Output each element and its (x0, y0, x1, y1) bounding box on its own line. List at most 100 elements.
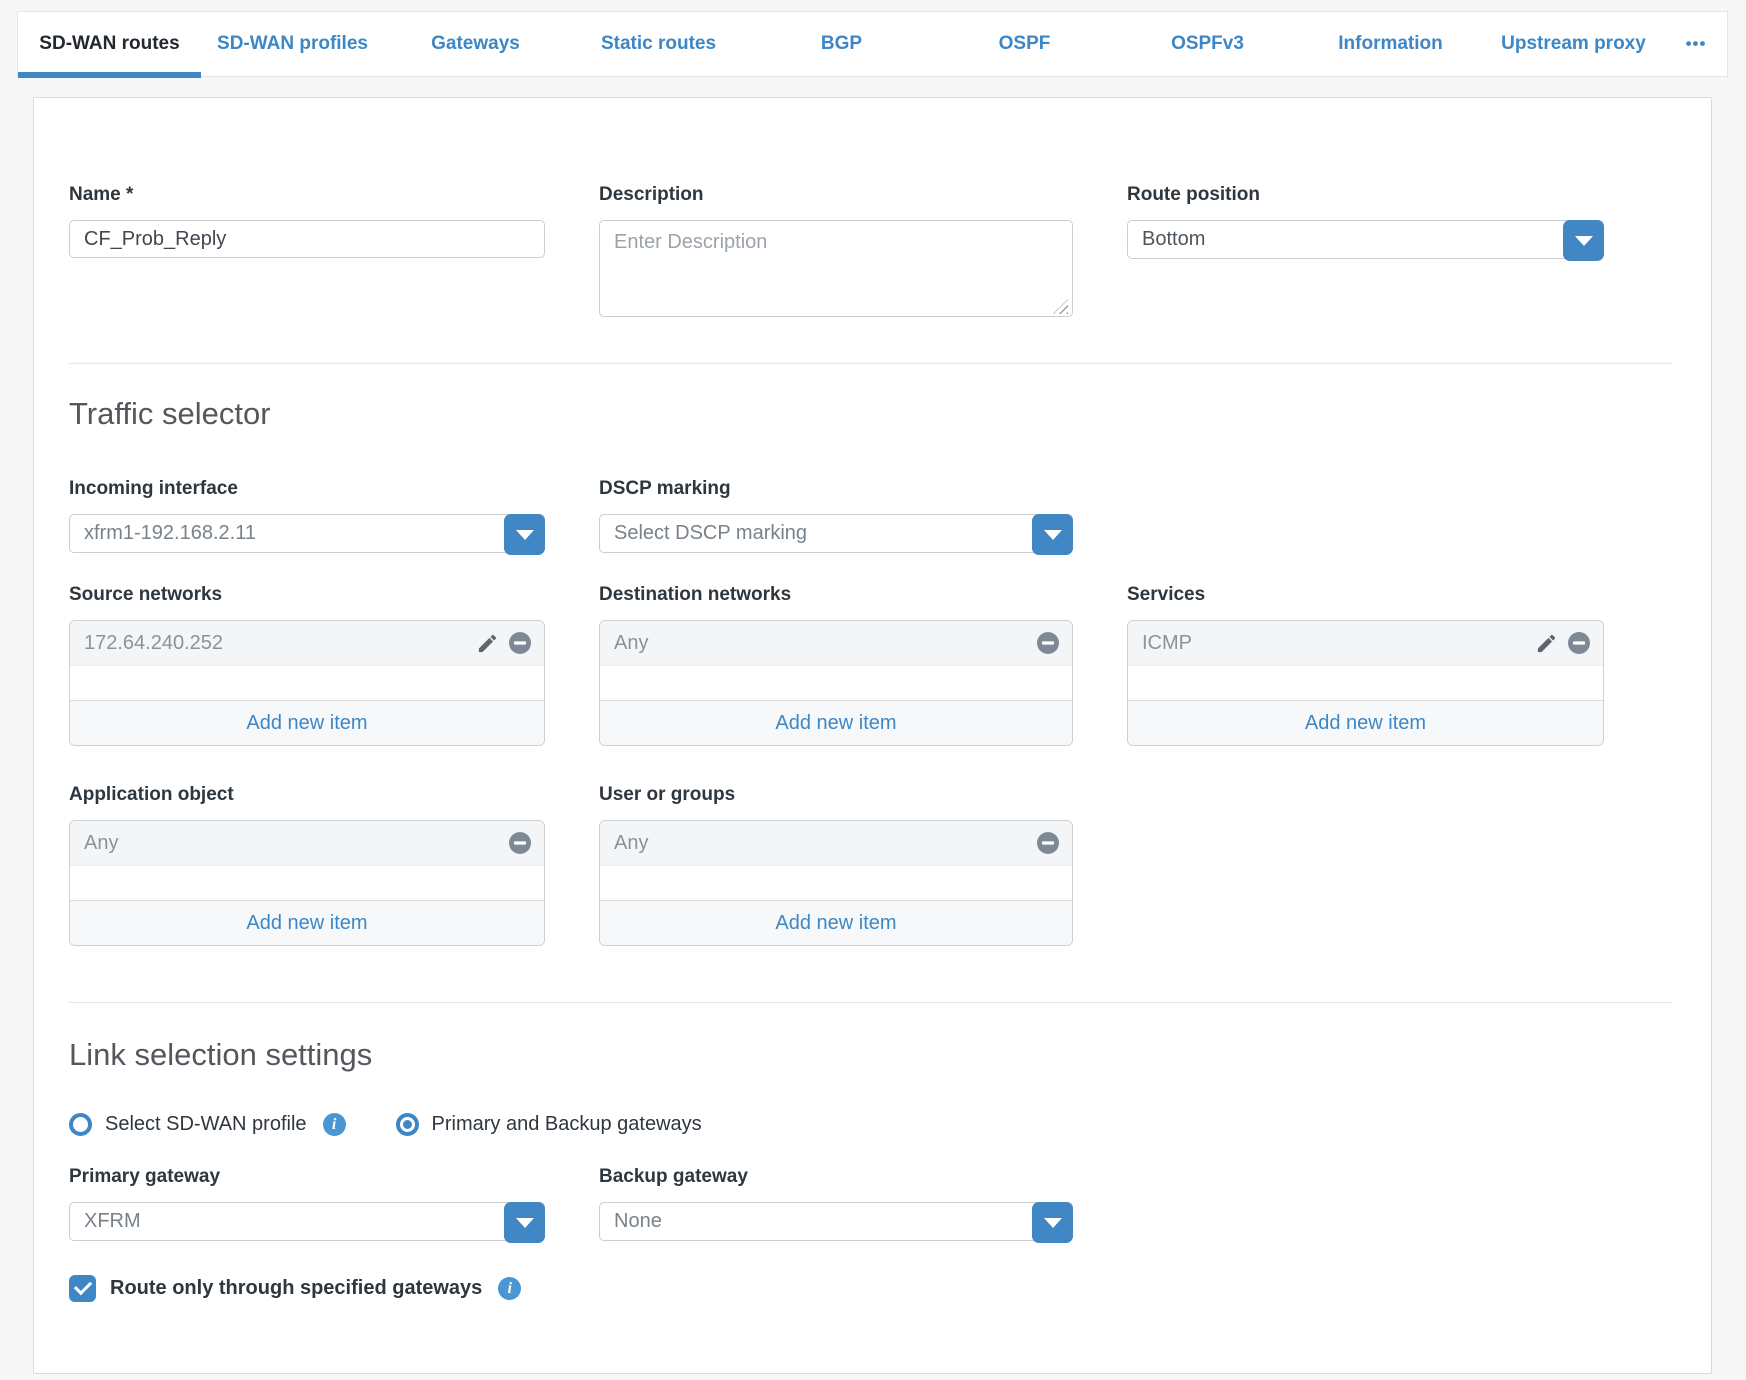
listbox-empty-area (1128, 666, 1603, 700)
backup-gateway-dropdown-button[interactable] (1032, 1202, 1073, 1243)
application-object-label: Application object (69, 784, 234, 805)
info-icon[interactable]: i (322, 1113, 346, 1136)
tab-bgp[interactable]: BGP (820, 33, 863, 54)
remove-icon[interactable] (1567, 631, 1591, 655)
description-field-group: Description (599, 184, 1073, 322)
incoming-interface-value: xfrm1-192.168.2.11 (84, 522, 256, 544)
incoming-interface-label: Incoming interface (69, 478, 238, 499)
services-field-group: Services ICMP Add new item (1127, 584, 1604, 746)
route-edit-card: Name * Description Route position Bottom… (33, 97, 1712, 1374)
incoming-interface-select[interactable]: xfrm1-192.168.2.11 (69, 514, 545, 555)
add-application-object-button[interactable]: Add new item (70, 900, 544, 945)
dscp-marking-dropdown-button[interactable] (1032, 514, 1073, 555)
primary-gateway-value: XFRM (84, 1210, 141, 1232)
tab-bar: SD-WAN routes SD-WAN profiles Gateways S… (17, 11, 1728, 78)
section-divider (69, 363, 1673, 364)
chevron-down-icon (1574, 235, 1593, 246)
primary-gateway-field-group: Primary gateway XFRM (69, 1166, 545, 1243)
tab-upstream-proxy[interactable]: Upstream proxy (1501, 33, 1646, 54)
sd-wan-profile-radio[interactable] (69, 1113, 92, 1136)
route-position-dropdown-button[interactable] (1563, 220, 1604, 261)
listbox-empty-area (600, 866, 1072, 900)
remove-icon[interactable] (508, 831, 532, 855)
destination-network-value: Any (614, 631, 649, 654)
listbox-empty-area (600, 666, 1072, 700)
edit-icon[interactable] (1535, 632, 1558, 655)
add-destination-network-button[interactable]: Add new item (600, 700, 1072, 745)
remove-icon[interactable] (1036, 831, 1060, 855)
tab-sd-wan-profiles[interactable]: SD-WAN profiles (217, 33, 368, 54)
tab-static-routes[interactable]: Static routes (600, 33, 717, 54)
backup-gateway-field-group: Backup gateway None (599, 1166, 1073, 1243)
application-object-listbox: Any Add new item (69, 820, 545, 946)
tab-information[interactable]: Information (1338, 33, 1443, 54)
chevron-down-icon (515, 529, 534, 540)
chevron-down-icon (1043, 529, 1062, 540)
user-or-groups-listbox: Any Add new item (599, 820, 1073, 946)
route-position-value: Bottom (1142, 228, 1206, 250)
name-input[interactable] (69, 220, 545, 258)
dscp-marking-select[interactable]: Select DSCP marking (599, 514, 1073, 555)
primary-gateway-dropdown-button[interactable] (504, 1202, 545, 1243)
remove-icon[interactable] (1036, 631, 1060, 655)
description-input[interactable] (599, 220, 1073, 317)
source-networks-listbox: 172.64.240.252 Add new item (69, 620, 545, 746)
add-source-network-button[interactable]: Add new item (70, 700, 544, 745)
tab-ospfv3[interactable]: OSPFv3 (1171, 33, 1244, 54)
user-or-groups-value: Any (614, 831, 649, 854)
add-user-or-group-button[interactable]: Add new item (600, 900, 1072, 945)
list-item: Any (600, 621, 1072, 666)
incoming-interface-dropdown-button[interactable] (504, 514, 545, 555)
incoming-interface-field-group: Incoming interface xfrm1-192.168.2.11 (69, 478, 545, 555)
list-item: 172.64.240.252 (70, 621, 544, 666)
sd-wan-profile-radio-label: Select SD-WAN profile (105, 1113, 307, 1135)
source-networks-label: Source networks (69, 584, 223, 605)
user-or-groups-label: User or groups (599, 784, 736, 805)
destination-networks-label: Destination networks (599, 584, 792, 605)
section-divider (69, 1002, 1673, 1003)
tab-sd-wan-routes[interactable]: SD-WAN routes (18, 12, 201, 78)
application-object-value: Any (84, 831, 119, 854)
more-tabs-icon[interactable]: ••• (1685, 34, 1707, 53)
application-object-field-group: Application object Any Add new item (69, 784, 545, 946)
list-item: Any (70, 821, 544, 866)
add-service-button[interactable]: Add new item (1128, 700, 1603, 745)
dscp-marking-placeholder: Select DSCP marking (614, 522, 808, 544)
traffic-selector-heading: Traffic selector (69, 396, 271, 431)
tab-gateways[interactable]: Gateways (431, 33, 520, 54)
services-listbox: ICMP Add new item (1127, 620, 1604, 746)
edit-icon[interactable] (476, 632, 499, 655)
primary-backup-gateways-radio[interactable] (395, 1113, 419, 1136)
dscp-marking-label: DSCP marking (599, 478, 731, 499)
listbox-empty-area (70, 666, 544, 700)
route-only-checkbox-label: Route only through specified gateways (110, 1277, 483, 1299)
chevron-down-icon (1043, 1217, 1062, 1228)
remove-icon[interactable] (508, 631, 532, 655)
backup-gateway-value: None (614, 1210, 662, 1232)
link-selection-heading: Link selection settings (69, 1037, 373, 1072)
name-label: Name * (69, 184, 134, 205)
route-position-select[interactable]: Bottom (1127, 220, 1604, 261)
primary-gateway-select[interactable]: XFRM (69, 1202, 545, 1243)
info-icon[interactable]: i (498, 1277, 522, 1300)
primary-backup-gateways-radio-label: Primary and Backup gateways (431, 1113, 702, 1135)
backup-gateway-select[interactable]: None (599, 1202, 1073, 1243)
destination-networks-field-group: Destination networks Any Add new item (599, 584, 1073, 746)
source-network-value: 172.64.240.252 (84, 631, 224, 654)
service-value: ICMP (1142, 631, 1192, 654)
route-position-field-group: Route position Bottom (1127, 184, 1604, 261)
tab-ospf[interactable]: OSPF (998, 33, 1051, 54)
name-field-group: Name * (69, 184, 545, 258)
route-position-label: Route position (1127, 184, 1260, 205)
description-label: Description (599, 184, 704, 205)
dscp-marking-field-group: DSCP marking Select DSCP marking (599, 478, 1073, 555)
source-networks-field-group: Source networks 172.64.240.252 Add new i… (69, 584, 545, 746)
chevron-down-icon (515, 1217, 534, 1228)
listbox-empty-area (70, 866, 544, 900)
destination-networks-listbox: Any Add new item (599, 620, 1073, 746)
services-label: Services (1127, 584, 1206, 605)
list-item: ICMP (1128, 621, 1603, 666)
route-only-checkbox[interactable] (69, 1275, 96, 1302)
list-item: Any (600, 821, 1072, 866)
primary-gateway-label: Primary gateway (69, 1166, 221, 1187)
